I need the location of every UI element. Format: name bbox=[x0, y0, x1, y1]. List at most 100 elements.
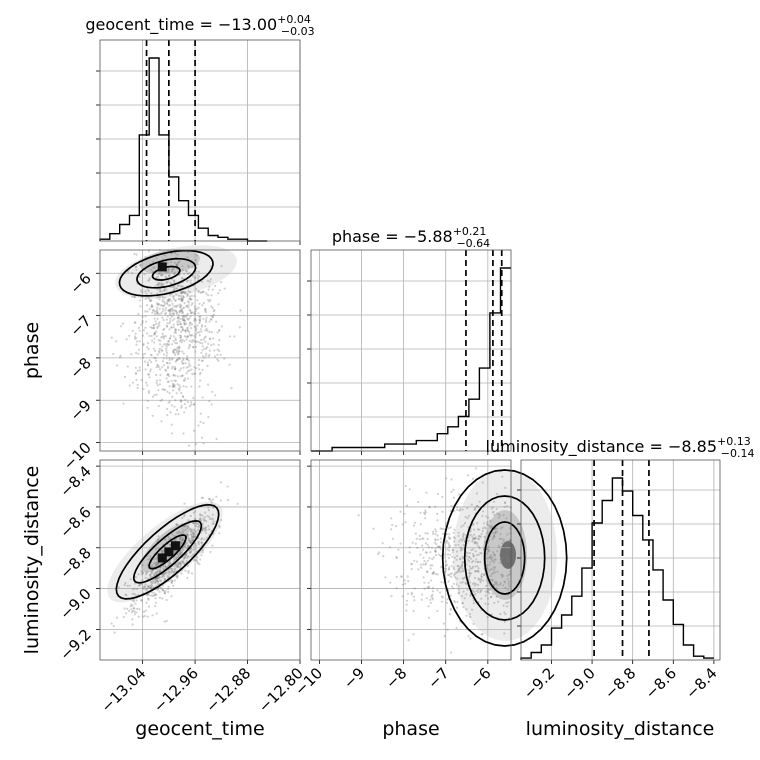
sample-point bbox=[208, 337, 211, 341]
sample-point bbox=[461, 570, 464, 573]
sample-point bbox=[194, 350, 197, 353]
sample-point bbox=[473, 541, 476, 545]
sample-point bbox=[496, 527, 499, 530]
sample-point bbox=[142, 353, 145, 356]
sample-point bbox=[172, 383, 175, 386]
sample-point bbox=[194, 336, 197, 339]
sample-point bbox=[157, 303, 160, 306]
sample-point bbox=[438, 545, 441, 548]
sample-point bbox=[191, 302, 194, 305]
sample-point bbox=[184, 329, 187, 332]
sample-point bbox=[159, 566, 162, 569]
sample-point bbox=[166, 301, 169, 304]
sample-point bbox=[410, 568, 413, 571]
sample-point bbox=[192, 521, 195, 524]
sample-point bbox=[504, 501, 507, 504]
sample-point bbox=[485, 515, 488, 518]
sample-point bbox=[201, 514, 204, 517]
sample-point bbox=[468, 571, 471, 575]
sample-point bbox=[465, 551, 468, 554]
sample-point bbox=[417, 568, 420, 571]
sample-point bbox=[168, 362, 171, 365]
sample-point bbox=[468, 574, 471, 577]
sample-point bbox=[177, 356, 181, 359]
sample-point bbox=[159, 289, 162, 292]
sample-point bbox=[142, 587, 145, 590]
sample-point bbox=[186, 326, 189, 329]
sample-point bbox=[163, 302, 167, 305]
sample-point bbox=[189, 364, 192, 367]
sample-point bbox=[155, 612, 158, 615]
sample-point bbox=[169, 308, 172, 311]
sample-point bbox=[158, 313, 161, 316]
sample-point bbox=[158, 307, 161, 310]
sample-point bbox=[218, 524, 221, 527]
sample-point bbox=[432, 572, 435, 575]
sample-point bbox=[178, 303, 181, 306]
sample-point bbox=[148, 308, 151, 311]
contour-level-1 bbox=[115, 503, 220, 600]
sample-point bbox=[504, 612, 507, 616]
sample-point bbox=[191, 536, 194, 539]
sample-point bbox=[186, 527, 189, 530]
sample-point bbox=[502, 538, 505, 541]
sample-point bbox=[136, 383, 139, 386]
sample-point bbox=[162, 337, 166, 340]
sample-point bbox=[133, 296, 137, 299]
sample-point bbox=[189, 541, 192, 544]
sample-point bbox=[489, 574, 492, 578]
sample-point bbox=[143, 352, 147, 355]
sample-point bbox=[167, 365, 170, 368]
sample-point bbox=[181, 551, 184, 554]
sample-point bbox=[395, 556, 398, 559]
sample-point bbox=[423, 560, 426, 563]
sample-point bbox=[161, 588, 164, 592]
sample-point bbox=[179, 285, 182, 288]
sample-point bbox=[431, 596, 434, 599]
sample-point bbox=[420, 566, 423, 569]
sample-point bbox=[212, 507, 215, 510]
sample-point bbox=[507, 588, 510, 591]
sample-point bbox=[181, 325, 184, 329]
sample-point bbox=[168, 358, 171, 361]
sample-point bbox=[455, 626, 458, 630]
sample-point bbox=[172, 350, 175, 353]
sample-point bbox=[154, 571, 157, 574]
sample-point bbox=[178, 273, 181, 276]
panel-frame-geocent_time-geocent_time bbox=[99, 39, 301, 242]
sample-point bbox=[445, 533, 448, 536]
sample-point bbox=[153, 558, 156, 561]
sample-point bbox=[185, 338, 188, 341]
sample-point bbox=[186, 370, 189, 373]
sample-point bbox=[169, 304, 172, 307]
sample-point bbox=[485, 579, 488, 582]
sample-point bbox=[181, 350, 184, 353]
sample-point bbox=[503, 580, 506, 583]
sample-point bbox=[487, 550, 490, 553]
sample-point bbox=[146, 342, 149, 345]
sample-point bbox=[197, 290, 200, 293]
sample-point bbox=[174, 367, 177, 370]
sample-point bbox=[381, 542, 384, 545]
sample-point bbox=[211, 316, 215, 319]
sample-point bbox=[215, 495, 218, 498]
sample-point bbox=[163, 592, 166, 595]
sample-point bbox=[503, 632, 506, 635]
sample-point bbox=[195, 544, 198, 547]
sample-point bbox=[479, 590, 482, 594]
sample-point bbox=[198, 334, 201, 337]
sample-point bbox=[486, 587, 489, 590]
sample-point bbox=[391, 537, 394, 540]
sample-point bbox=[172, 550, 176, 553]
sample-point bbox=[181, 285, 184, 288]
sample-point bbox=[202, 442, 205, 445]
sample-point bbox=[194, 309, 197, 313]
sample-point bbox=[197, 312, 200, 315]
sample-point bbox=[157, 535, 160, 538]
sample-point bbox=[196, 277, 199, 280]
sample-point bbox=[436, 573, 439, 576]
sample-point bbox=[166, 270, 169, 273]
sample-point bbox=[457, 569, 460, 572]
sample-point bbox=[171, 268, 174, 271]
sample-point bbox=[211, 498, 215, 501]
